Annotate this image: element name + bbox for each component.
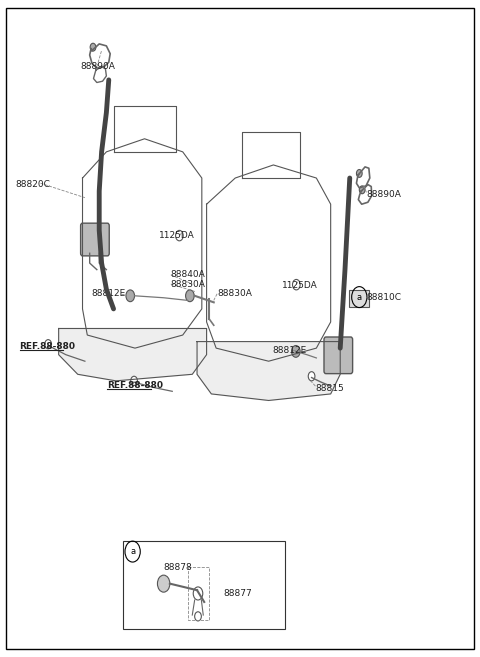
FancyBboxPatch shape (349, 290, 369, 307)
FancyBboxPatch shape (123, 541, 285, 629)
Circle shape (131, 376, 137, 386)
Text: 88810C: 88810C (366, 292, 401, 302)
FancyBboxPatch shape (324, 337, 353, 374)
Text: REF.88-880: REF.88-880 (20, 342, 75, 351)
Text: 88840A: 88840A (171, 270, 205, 279)
Text: 88830A: 88830A (217, 289, 252, 298)
Circle shape (193, 587, 203, 600)
Text: 1125DA: 1125DA (282, 281, 318, 290)
Circle shape (45, 340, 51, 349)
Polygon shape (197, 342, 340, 401)
Circle shape (186, 290, 194, 302)
Circle shape (90, 43, 96, 51)
Text: 88812E: 88812E (273, 346, 307, 355)
Text: 88820C: 88820C (16, 180, 50, 189)
Text: 88877: 88877 (223, 589, 252, 598)
Text: REF.88-880: REF.88-880 (108, 381, 163, 390)
Polygon shape (59, 328, 206, 381)
Text: 88815: 88815 (315, 384, 344, 393)
Text: 88878: 88878 (164, 563, 192, 572)
Text: 88890A: 88890A (80, 62, 115, 72)
Text: 88890A: 88890A (366, 190, 401, 199)
Circle shape (308, 372, 315, 381)
Circle shape (157, 575, 170, 592)
Circle shape (357, 170, 362, 177)
Circle shape (195, 612, 201, 621)
Circle shape (360, 186, 365, 194)
Circle shape (176, 231, 183, 241)
Circle shape (291, 346, 300, 357)
FancyBboxPatch shape (81, 223, 109, 256)
Text: 88812E: 88812E (91, 289, 125, 298)
Circle shape (126, 290, 134, 302)
Text: 88830A: 88830A (171, 279, 205, 288)
Text: 1125DA: 1125DA (159, 231, 194, 240)
Text: a: a (357, 292, 362, 302)
Circle shape (292, 279, 300, 290)
Text: a: a (130, 547, 135, 556)
